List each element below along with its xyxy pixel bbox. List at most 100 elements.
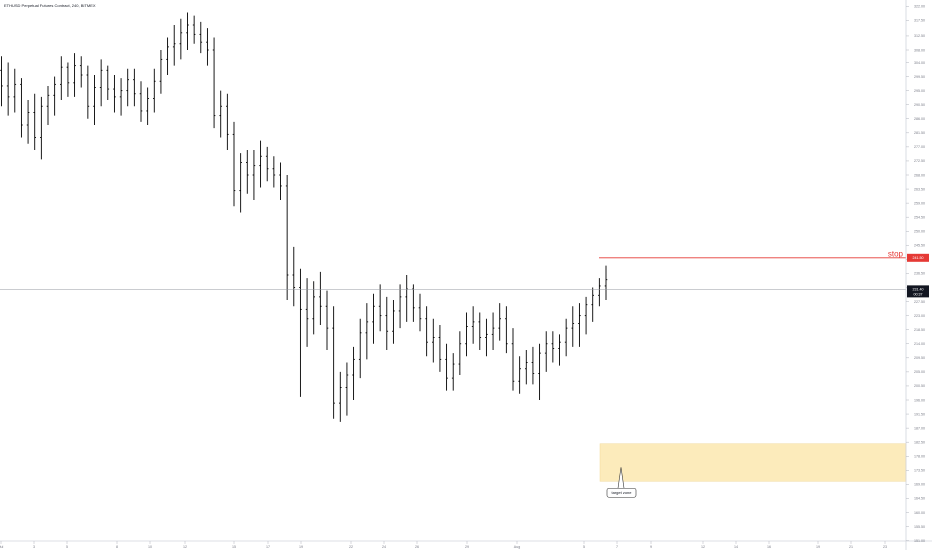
- ohlc-bar: [451, 353, 455, 391]
- ohlc-bar: [172, 25, 176, 66]
- ohlc-bar: [79, 56, 83, 88]
- target-zone-label: target zone: [611, 490, 632, 495]
- y-tick-label: 205.00: [914, 370, 925, 374]
- ohlc-bar: [531, 346, 535, 385]
- x-tick-label: 24: [382, 545, 386, 549]
- x-tick-label: 8: [116, 545, 118, 549]
- ohlc-bar: [518, 356, 521, 394]
- y-tick-label: 304.00: [914, 61, 925, 65]
- ohlc-bar: [325, 290, 329, 350]
- y-tick-label: 322.00: [914, 5, 925, 9]
- y-tick-label: 218.50: [914, 328, 925, 332]
- y-tick-label: 169.00: [914, 483, 925, 487]
- x-tick-label: 9: [650, 545, 652, 549]
- ohlc-bar: [584, 296, 588, 335]
- y-tick-label: 160.00: [914, 511, 925, 515]
- ohlc-bar: [372, 293, 375, 344]
- x-tick-label: 12: [183, 545, 187, 549]
- ohlc-bar: [46, 85, 50, 125]
- ohlc-bar: [578, 303, 581, 347]
- ohlc-bar: [13, 68, 17, 113]
- ohlc-bar: [245, 150, 249, 194]
- ohlc-bar: [113, 75, 116, 113]
- x-tick-label: 19: [299, 545, 303, 549]
- ohlc-bar: [26, 100, 30, 144]
- ohlc-bar: [412, 284, 415, 322]
- y-tick-label: 223.00: [914, 314, 925, 318]
- y-tick-label: 268.00: [914, 173, 925, 177]
- ohlc-bar: [119, 78, 123, 116]
- ohlc-bar: [385, 296, 389, 350]
- ohlc-bar: [179, 18, 183, 60]
- ohlc-bar: [212, 37, 216, 129]
- ohlc-bar: [279, 162, 282, 200]
- ohlc-bar: [232, 121, 236, 207]
- ohlc-bar: [338, 371, 342, 422]
- ohlc-bar: [319, 271, 322, 325]
- y-tick-label: 236.50: [914, 272, 925, 276]
- y-tick-label: 196.00: [914, 398, 925, 402]
- ohlc-bar: [219, 90, 223, 138]
- ohlc-bar: [558, 334, 561, 366]
- y-tick-label: 151.00: [914, 539, 925, 543]
- y-tick-label: 317.50: [914, 19, 925, 23]
- ohlc-bar: [465, 312, 468, 357]
- ohlc-bar: [564, 318, 568, 357]
- ohlc-bar: [265, 146, 269, 182]
- ohlc-bar: [86, 65, 90, 119]
- x-tick-label: 5: [583, 545, 585, 549]
- ohlc-bar: [93, 75, 96, 125]
- ohlc-bar: [538, 343, 541, 400]
- y-tick-label: 209.50: [914, 356, 925, 360]
- stop-price-tag: [907, 253, 929, 262]
- ohlc-bar: [425, 306, 428, 357]
- ohlc-bar: [226, 93, 229, 150]
- ohlc-bar: [186, 12, 189, 50]
- ohlc-bar: [445, 343, 448, 391]
- x-tick-label: 5: [66, 545, 68, 549]
- ohlc-bar: [239, 153, 242, 213]
- x-tick-label: 26: [415, 545, 419, 549]
- ohlc-bar: [604, 265, 608, 300]
- y-tick-label: 250.00: [914, 230, 925, 234]
- stop-label: stop: [888, 249, 904, 258]
- y-tick-label: 281.50: [914, 131, 925, 135]
- y-tick-label: 308.00: [914, 48, 925, 52]
- ohlc-bar: [199, 21, 203, 54]
- target-zone-box: [599, 443, 907, 482]
- y-tick-label: 286.00: [914, 117, 925, 121]
- x-tick-label: 29: [465, 545, 469, 549]
- current-price-tag: [907, 285, 929, 298]
- x-tick-label: 14: [734, 545, 738, 549]
- ohlc-bar: [285, 175, 289, 300]
- ohlc-bar: [20, 78, 23, 138]
- y-tick-label: 290.50: [914, 103, 925, 107]
- ohlc-bar: [491, 312, 495, 350]
- ohlc-bar: [159, 50, 163, 94]
- y-tick-label: 191.50: [914, 412, 925, 416]
- current-price-value: 231.40: [913, 288, 924, 292]
- x-tick-label: 12: [701, 545, 705, 549]
- ohlc-bar: [471, 306, 475, 344]
- y-tick-label: 277.00: [914, 145, 925, 149]
- ohlc-bar: [431, 318, 435, 363]
- y-tick-label: 227.50: [914, 300, 925, 304]
- ohlc-bar: [505, 306, 508, 354]
- ohlc-bar: [292, 246, 296, 307]
- ohlc-bar: [99, 59, 103, 107]
- ohlc-bar: [252, 150, 256, 200]
- x-tick-label: 16: [767, 545, 771, 549]
- ohlc-bar: [33, 93, 37, 150]
- ohlc-bar: [53, 76, 56, 116]
- ohlc-bar: [152, 68, 156, 113]
- ohlc-bar: [59, 56, 63, 100]
- ohlc-bar: [40, 96, 43, 160]
- ohlc-bar: [458, 331, 462, 375]
- ohlc-bar: [591, 287, 595, 322]
- y-tick-label: 214.00: [914, 342, 925, 346]
- ohlc-bar: [272, 156, 276, 188]
- ohlc-bar: [398, 284, 402, 329]
- ohlc-bar: [0, 56, 3, 107]
- y-tick-label: 200.50: [914, 384, 925, 388]
